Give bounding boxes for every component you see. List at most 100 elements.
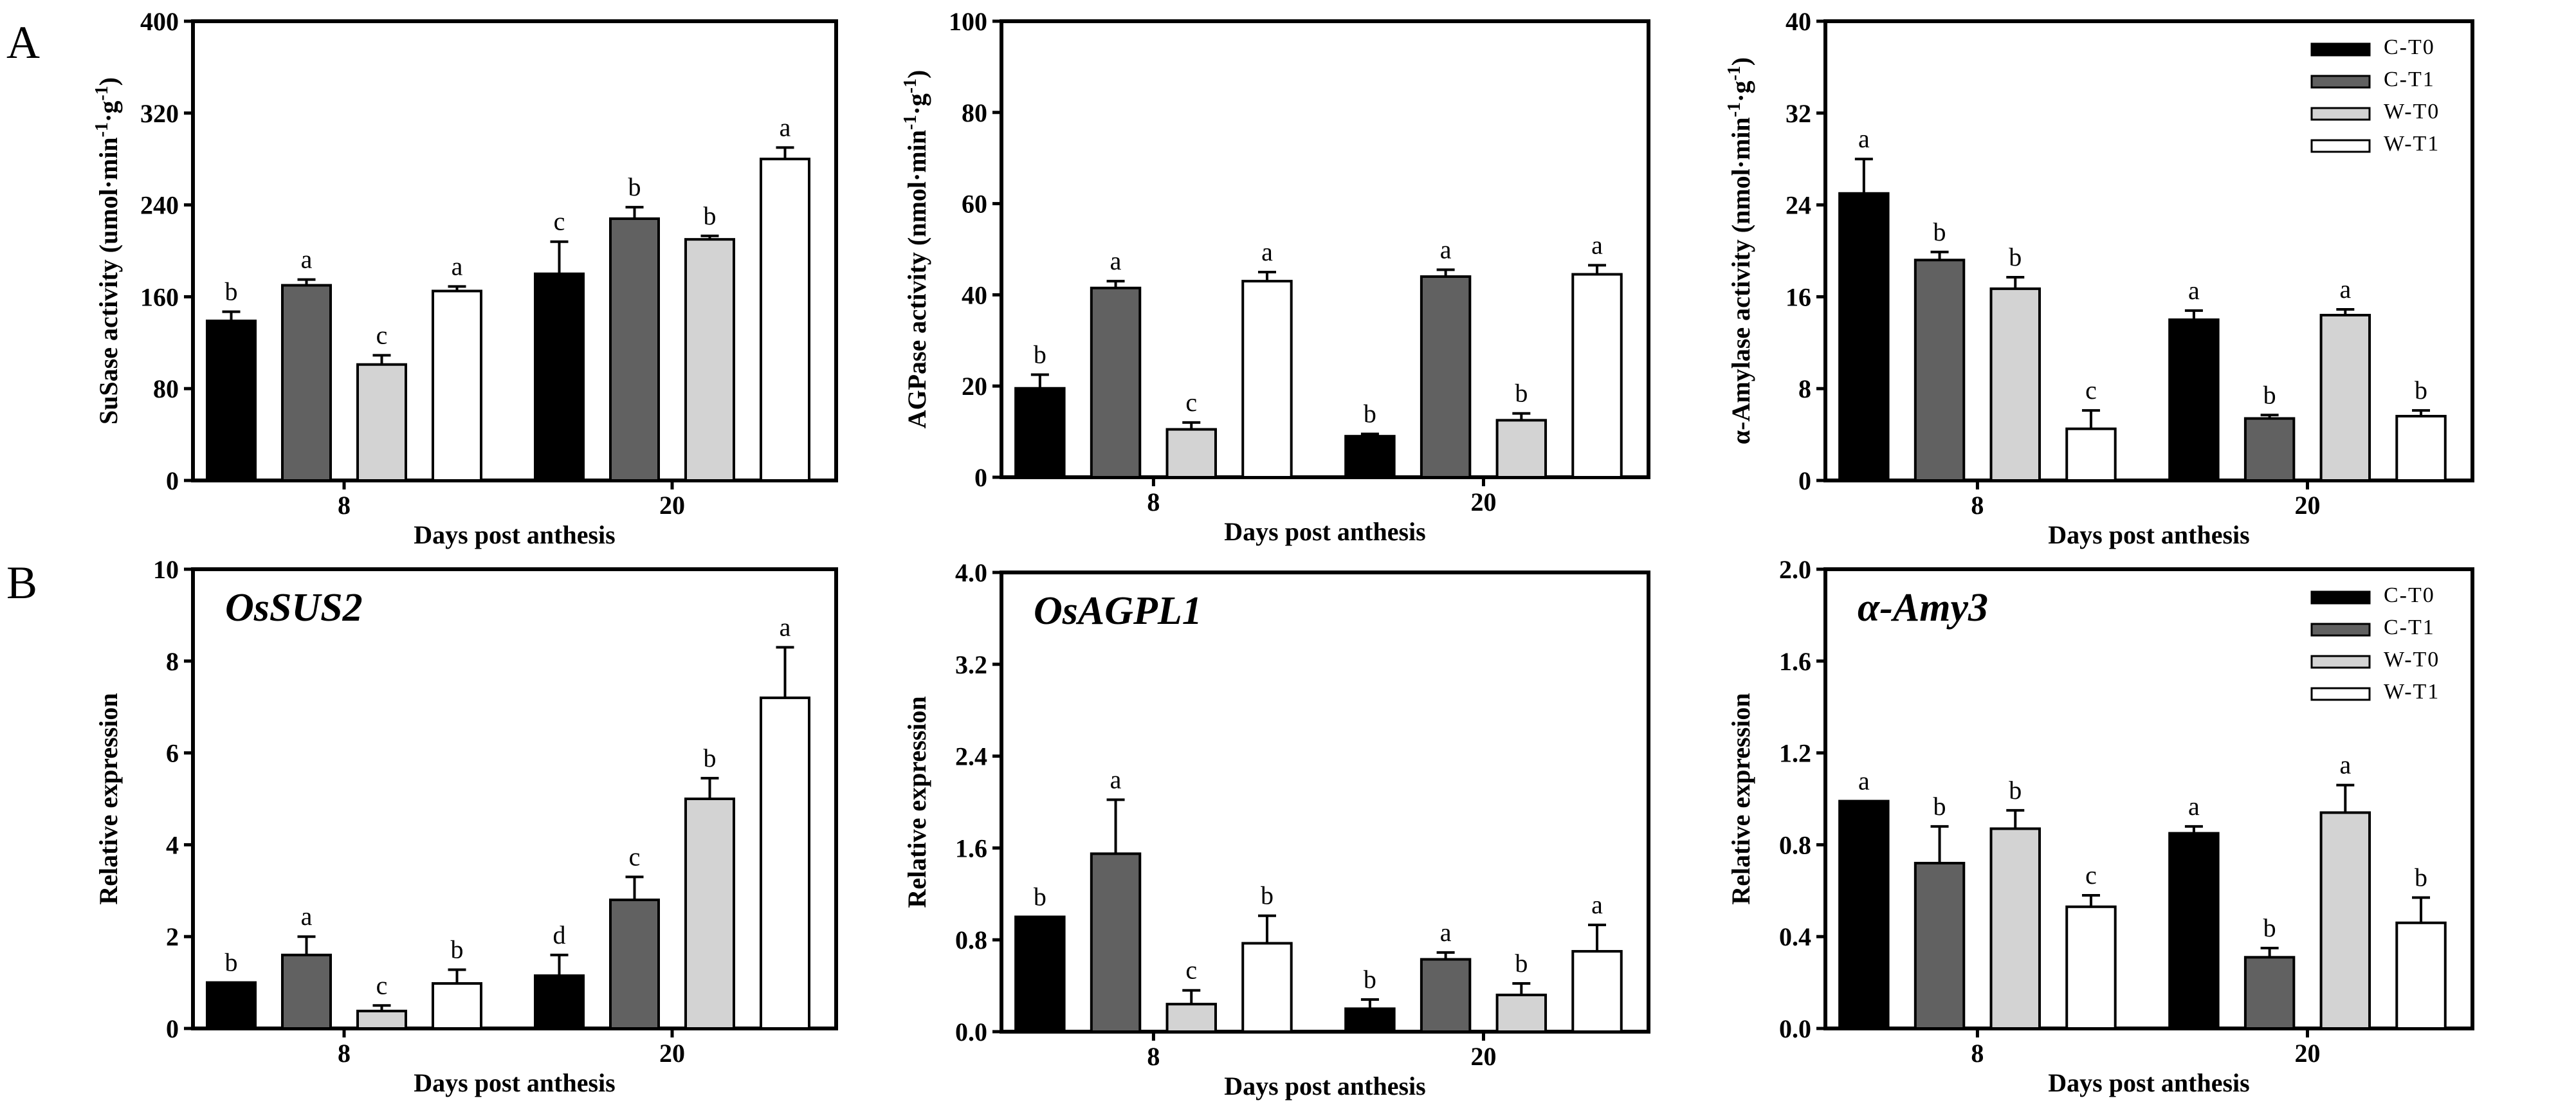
bar-w-t1-day20 <box>1571 950 1623 1034</box>
chart-5: 0.0 0.8 1.6 2.4 3.2 4.0 8 20 Days post anthesis R… <box>902 558 1650 1100</box>
significance-letter: b <box>704 201 717 230</box>
significance-letter: b <box>1515 949 1528 978</box>
plot-frame <box>1823 567 2474 1030</box>
bar-c-t0-day20 <box>534 272 585 482</box>
plot-frame <box>191 567 838 1030</box>
legend-swatch-c-t0 <box>2310 590 2371 605</box>
significance-letter: c <box>376 971 388 1000</box>
y-axis-label: α-Amylase activity (nmol·min-1·g-1) <box>1724 57 1756 444</box>
y-tick-label: 4 <box>166 830 179 859</box>
x-tick-label: 20 <box>1470 1042 1496 1071</box>
legend-label: W-T1 <box>2384 132 2440 156</box>
y-axis-label: Relative expression <box>94 693 123 904</box>
x-axis-label: Days post anthesis <box>2048 1068 2249 1097</box>
chart-4: 0 2 4 6 8 10 8 20 Days post anthesis Relative exp… <box>94 555 838 1097</box>
y-tick-label: 20 <box>962 372 987 401</box>
bar-c-t0-day8 <box>1014 387 1066 479</box>
y-tick-label: 6 <box>166 739 179 768</box>
significance-letter: b <box>1933 217 1946 246</box>
bar-c-t0-day8 <box>1014 915 1066 1033</box>
legend-swatch-w-t0 <box>2310 655 2371 669</box>
y-tick-label: 0.8 <box>1779 830 1811 859</box>
bar-c-t1-day8 <box>281 953 332 1030</box>
legend-label: C-T1 <box>2384 616 2435 639</box>
bar-c-t1-day20 <box>1420 275 1472 479</box>
y-tick-label: 1.2 <box>1779 739 1811 768</box>
y-tick-label: 16 <box>1786 282 1811 311</box>
y-axis-label: Relative expression <box>902 696 931 908</box>
significance-letter: c <box>2085 861 2097 890</box>
legend-label: W-T0 <box>2384 100 2440 123</box>
significance-letter: b <box>2263 380 2276 409</box>
y-tick-label: 0 <box>1798 466 1811 495</box>
legend-label: W-T0 <box>2384 648 2440 671</box>
significance-letter: a <box>1440 235 1452 264</box>
chart-1: 0 80 160 240 320 400 8 20 Days post anthesis SuSa… <box>92 7 838 549</box>
significance-letter: b <box>704 744 717 772</box>
y-tick-label: 8 <box>1798 374 1811 403</box>
plot-frame <box>1000 19 1650 479</box>
x-tick-label: 20 <box>2294 1039 2320 1068</box>
y-tick-label: 0.0 <box>955 1018 987 1046</box>
bar-w-t1-day20 <box>760 696 810 1030</box>
plot-frame <box>191 19 838 482</box>
y-axis-label: Relative expression <box>1726 693 1755 904</box>
legend-label: C-T0 <box>2384 35 2435 59</box>
bar-c-t1-day20 <box>609 217 660 482</box>
significance-letter: a <box>1440 918 1452 947</box>
significance-letter: a <box>2188 276 2200 305</box>
significance-letter: c <box>629 842 641 871</box>
y-tick-label: 2.4 <box>955 742 987 771</box>
bar-c-t1-day20 <box>1420 958 1472 1034</box>
significance-letter: c <box>2085 376 2097 405</box>
bar-c-t0-day20 <box>534 974 585 1030</box>
legend-label: C-T1 <box>2384 68 2435 91</box>
y-tick-label: 0 <box>166 466 179 495</box>
bar-w-t0-day20 <box>684 238 735 482</box>
bar-w-t0-day20 <box>1495 419 1548 479</box>
legend-swatch-w-t0 <box>2310 107 2371 121</box>
legend-swatch-w-t1 <box>2310 139 2371 153</box>
chart-title: α-Amy3 <box>1858 586 1988 630</box>
bar-w-t1-day8 <box>2065 427 2117 482</box>
y-tick-label: 32 <box>1786 99 1811 128</box>
significance-letter: b <box>1364 399 1376 428</box>
significance-letter: a <box>1110 246 1122 275</box>
bar-w-t0-day8 <box>1165 1003 1217 1034</box>
significance-letter: b <box>2009 242 2022 271</box>
significance-letter: a <box>301 902 313 931</box>
y-tick-label: 0.4 <box>1779 922 1811 951</box>
bar-w-t1-day8 <box>1241 280 1293 479</box>
x-tick-label: 8 <box>1147 1042 1160 1071</box>
legend-label: C-T0 <box>2384 583 2435 607</box>
significance-letter: d <box>553 920 566 949</box>
y-tick-label: 4.0 <box>955 558 987 587</box>
significance-letter: b <box>1261 881 1274 910</box>
bar-c-t0-day20 <box>2168 318 2220 482</box>
chart-6: 0.0 0.4 0.8 1.2 1.6 2.0 8 20 Days post anthesis R… <box>1726 555 2474 1097</box>
x-axis-label: Days post anthesis <box>1224 1072 1425 1100</box>
y-tick-label: 1.6 <box>955 834 987 863</box>
significance-letter: b <box>2263 913 2276 942</box>
significance-letter: a <box>780 113 791 142</box>
significance-letter: c <box>554 207 565 236</box>
y-tick-label: 24 <box>1786 191 1811 220</box>
x-tick-label: 8 <box>1147 488 1160 516</box>
y-tick-label: 80 <box>962 98 987 127</box>
significance-letter: a <box>1591 890 1603 919</box>
significance-letter: b <box>1515 379 1528 408</box>
plot-frame <box>1823 19 2474 482</box>
significance-letter: b <box>1034 882 1046 911</box>
bar-w-t0-day20 <box>1495 993 1548 1034</box>
x-axis-label: Days post anthesis <box>414 1068 615 1097</box>
bar-c-t0-day8 <box>1838 799 1890 1030</box>
plot-frame <box>1000 571 1650 1034</box>
y-tick-label: 400 <box>140 7 179 36</box>
x-tick-label: 20 <box>1470 488 1496 516</box>
significance-letter: a <box>452 251 463 280</box>
x-tick-label: 20 <box>659 1039 685 1068</box>
legend-label: W-T1 <box>2384 680 2440 704</box>
chart-title: OsSUS2 <box>225 586 363 630</box>
